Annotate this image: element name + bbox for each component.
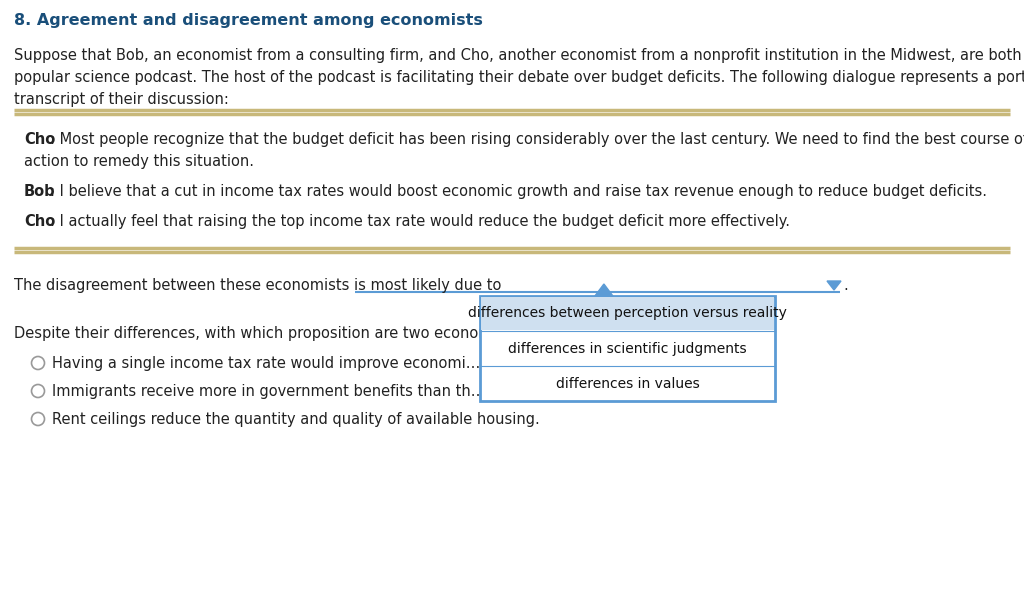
Text: : I actually feel that raising the top income tax rate would reduce the budget d: : I actually feel that raising the top i… xyxy=(50,214,790,229)
Text: : Most people recognize that the budget deficit has been rising considerably ove: : Most people recognize that the budget … xyxy=(50,132,1024,147)
Text: differences between perception versus reality: differences between perception versus re… xyxy=(468,306,786,321)
Text: Bob: Bob xyxy=(24,184,55,199)
Text: popular science podcast. The host of the podcast is facilitating their debate ov: popular science podcast. The host of the… xyxy=(14,70,1024,85)
Text: transcript of their discussion:: transcript of their discussion: xyxy=(14,92,229,107)
Text: .: . xyxy=(843,278,848,293)
Polygon shape xyxy=(595,284,613,296)
Polygon shape xyxy=(827,281,841,290)
FancyBboxPatch shape xyxy=(481,297,774,330)
Text: differences in scientific judgments: differences in scientific judgments xyxy=(508,341,746,356)
Text: Having a single income tax rate would improve economi…: Having a single income tax rate would im… xyxy=(52,356,480,371)
Text: Cho: Cho xyxy=(24,132,55,147)
Text: Immigrants receive more in government benefits than th…: Immigrants receive more in government be… xyxy=(52,384,485,399)
Text: 8. Agreement and disagreement among economists: 8. Agreement and disagreement among econ… xyxy=(14,13,483,28)
Text: Suppose that Bob, an economist from a consulting firm, and Cho, another economis: Suppose that Bob, an economist from a co… xyxy=(14,48,1024,63)
Text: The disagreement between these economists is most likely due to: The disagreement between these economist… xyxy=(14,278,502,293)
Text: Despite their differences, with which proposition are two economis: Despite their differences, with which pr… xyxy=(14,326,505,341)
Text: Rent ceilings reduce the quantity and quality of available housing.: Rent ceilings reduce the quantity and qu… xyxy=(52,412,540,427)
Text: : I believe that a cut in income tax rates would boost economic growth and raise: : I believe that a cut in income tax rat… xyxy=(50,184,987,199)
Text: Cho: Cho xyxy=(24,214,55,229)
FancyBboxPatch shape xyxy=(480,296,775,401)
Text: action to remedy this situation.: action to remedy this situation. xyxy=(24,154,254,169)
Text: differences in values: differences in values xyxy=(556,376,699,391)
